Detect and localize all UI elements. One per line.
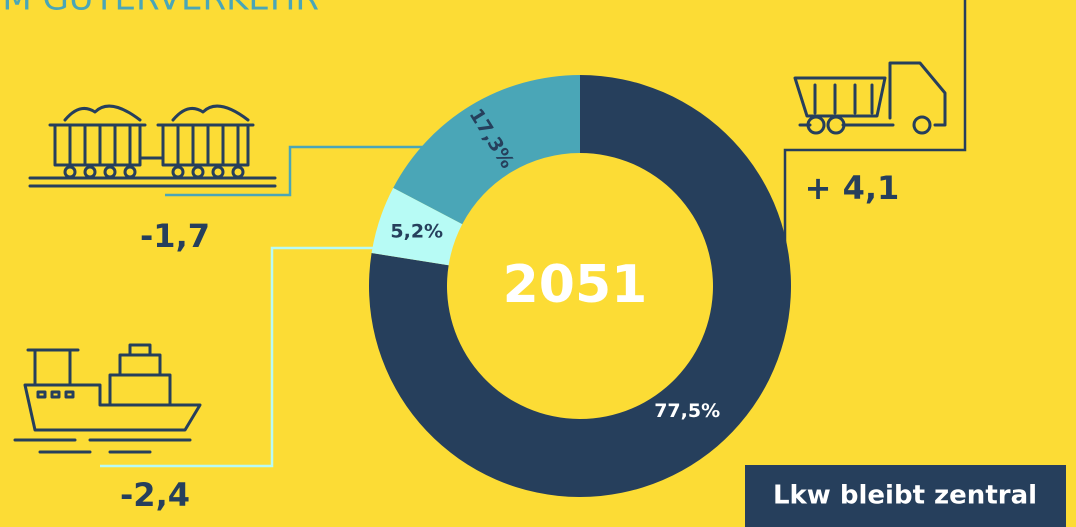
value-label: 77,5% [654, 400, 720, 422]
truck-icon [793, 61, 947, 135]
center-label: 2051 [503, 255, 648, 315]
annotation: + 4,1 [805, 169, 900, 207]
donut-segment [371, 187, 463, 266]
connector [100, 246, 380, 468]
train-icon [28, 104, 277, 188]
chart-title: E IM GÜTERVERKEHR [0, 0, 319, 19]
callout: Lkw bleibt zentral [773, 481, 1037, 511]
ship-icon [13, 343, 202, 454]
connector [783, 0, 967, 250]
annotation: -1,7 [140, 217, 210, 255]
donut-segment [393, 75, 580, 225]
value-label: 5,2% [390, 220, 443, 242]
annotation: -2,4 [120, 476, 190, 514]
donut-segment [368, 75, 791, 498]
callout-box [745, 465, 1066, 527]
connector [165, 145, 425, 197]
